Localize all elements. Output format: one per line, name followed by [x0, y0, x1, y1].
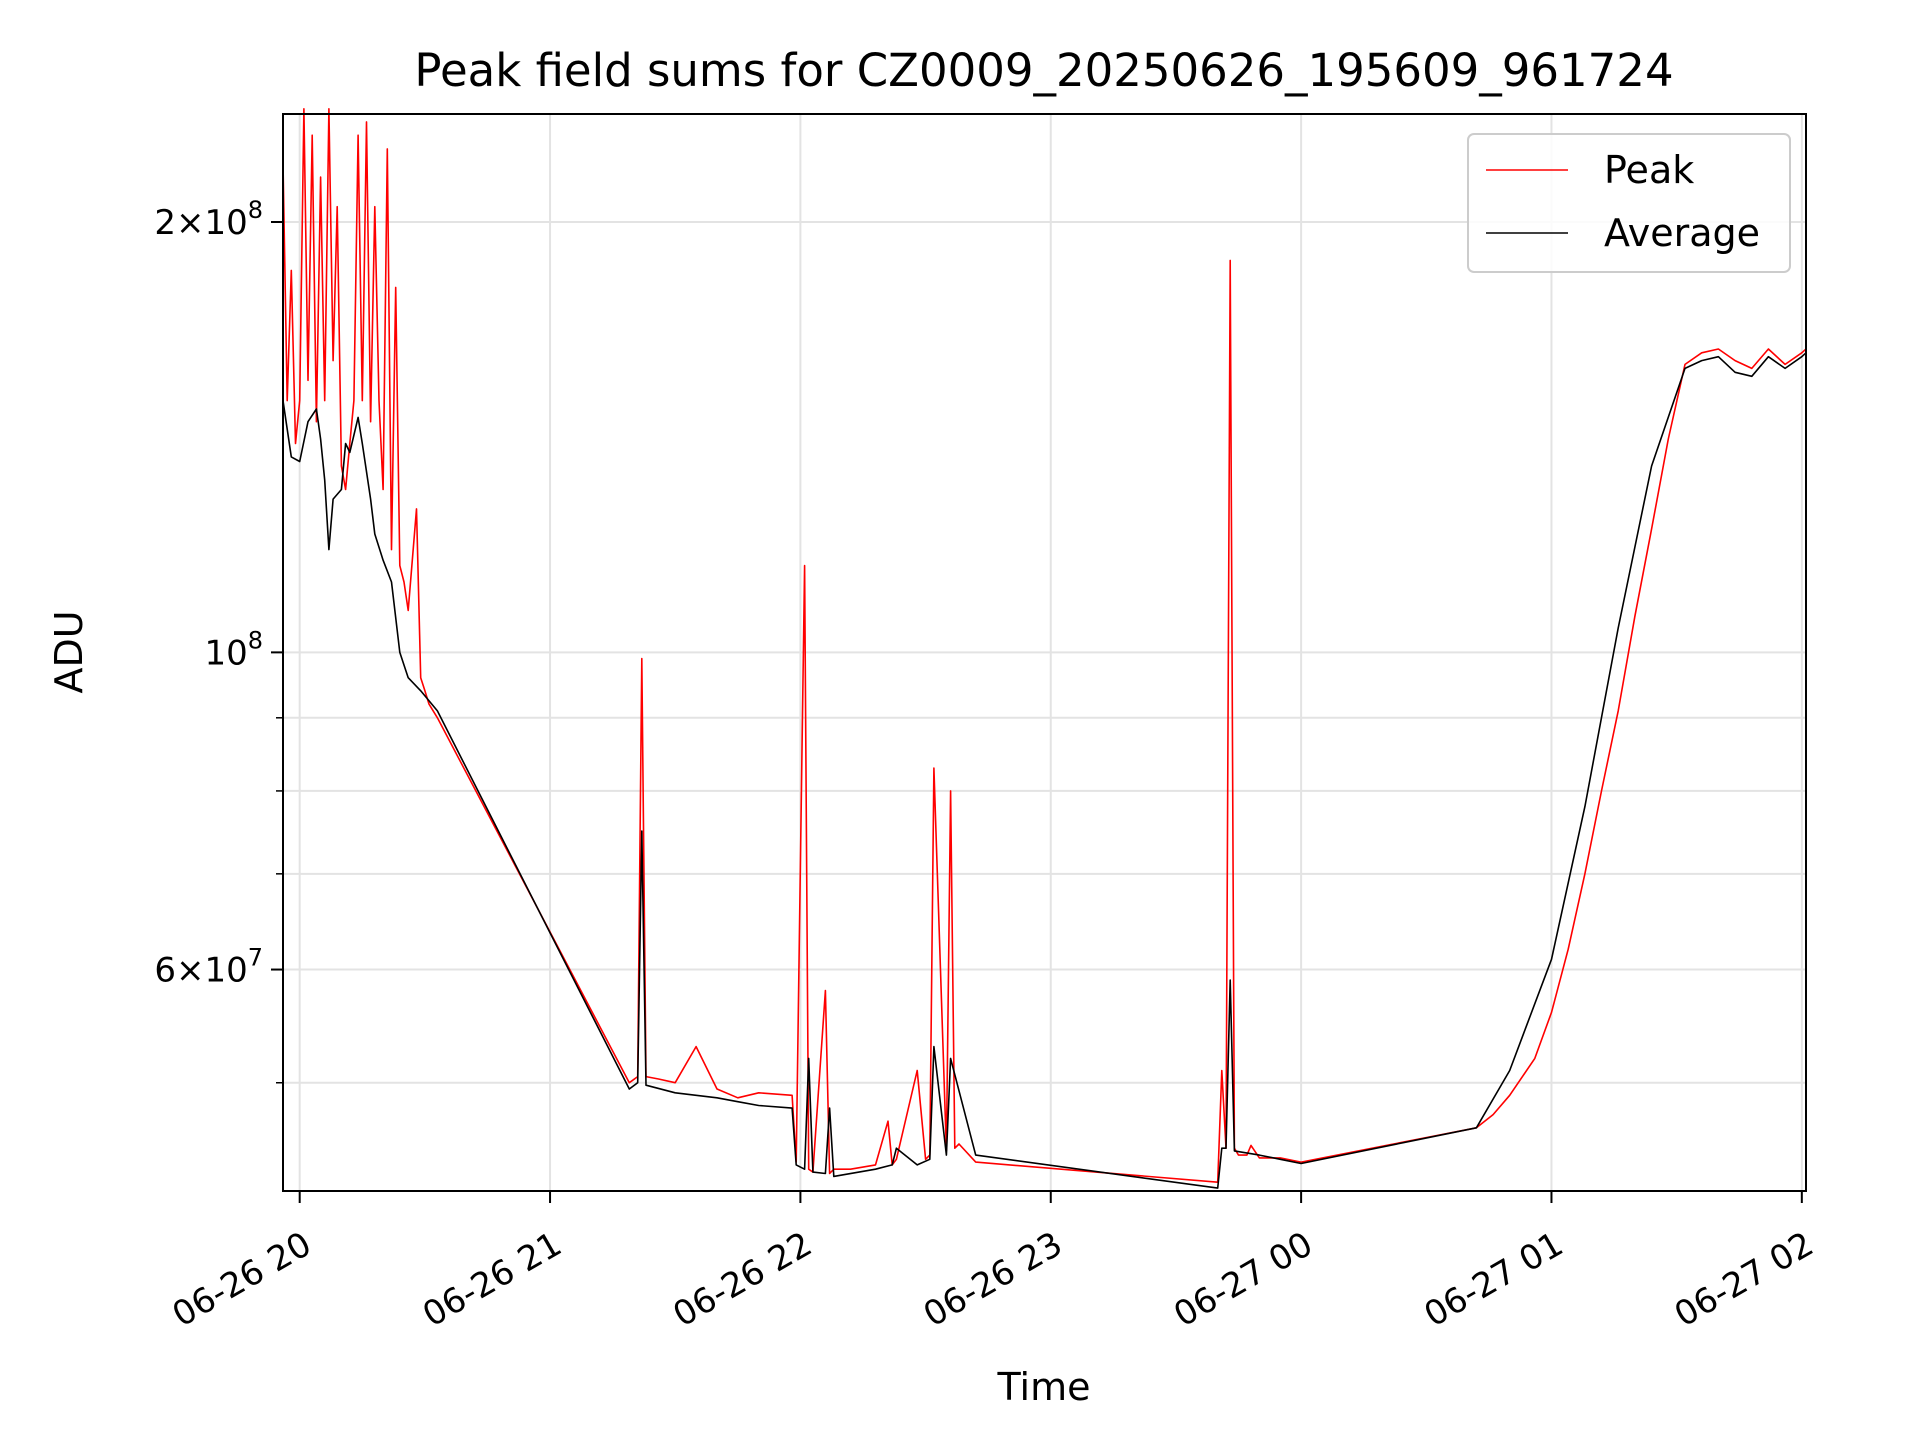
chart-title: Peak field sums for CZ0009_20250626_1956…	[414, 44, 1673, 97]
grid-layer	[283, 114, 1806, 1191]
x-axis-title: Time	[997, 1365, 1091, 1409]
series-line-average	[282, 352, 1807, 1189]
legend: Peak Average	[1467, 133, 1791, 273]
legend-box	[1467, 133, 1791, 273]
y-tick-label: 108	[204, 626, 263, 673]
series-layer	[282, 108, 1807, 1189]
y-tick-label: 2×108	[154, 196, 263, 243]
y-axis-title: ADU	[47, 610, 91, 693]
legend-label-average: Average	[1604, 211, 1760, 255]
series-line-peak	[282, 108, 1807, 1183]
legend-label-peak: Peak	[1604, 148, 1694, 192]
y-tick-label: 6×107	[154, 944, 263, 991]
